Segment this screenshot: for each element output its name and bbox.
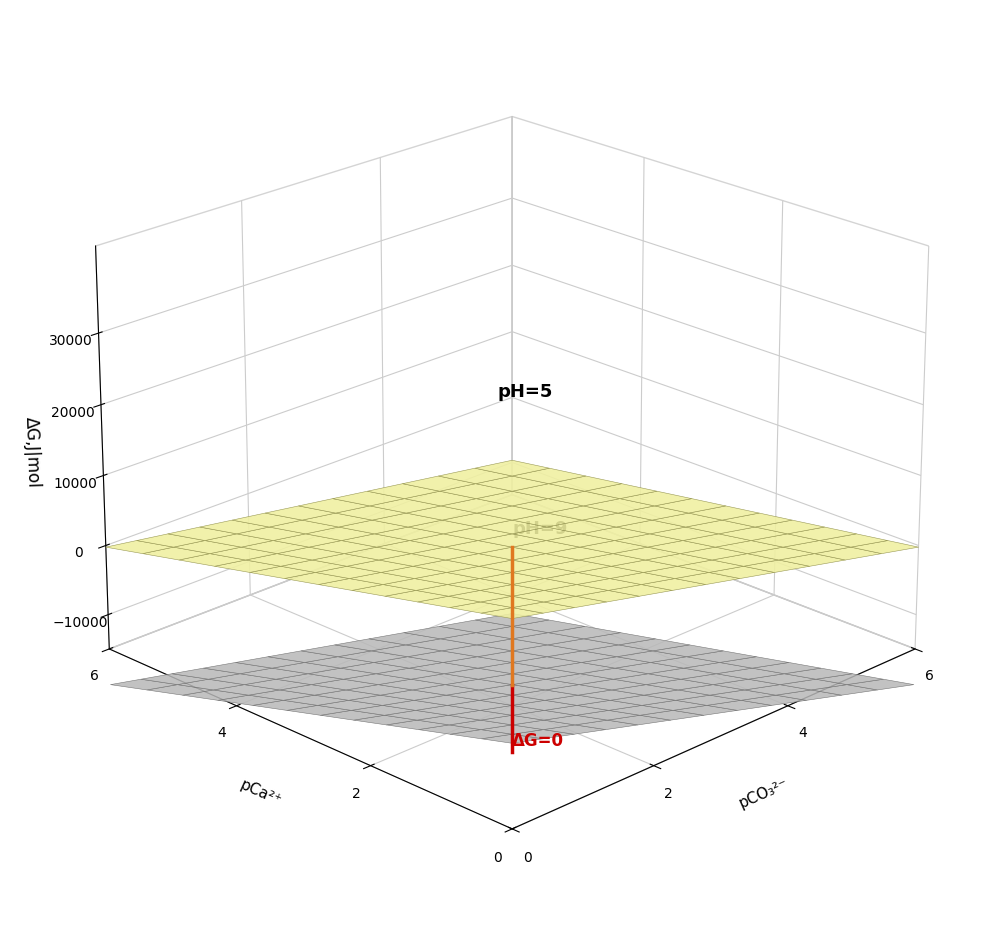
Y-axis label: pCa²⁺: pCa²⁺ [238, 777, 284, 808]
X-axis label: pCO₃²⁻: pCO₃²⁻ [737, 775, 791, 810]
